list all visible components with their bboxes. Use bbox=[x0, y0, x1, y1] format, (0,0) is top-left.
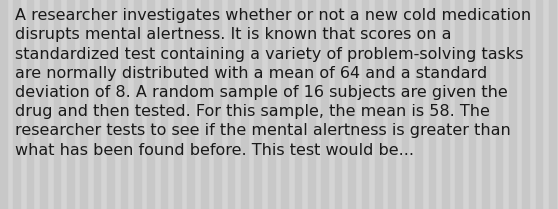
Bar bbox=[509, 0, 516, 209]
Bar bbox=[308, 0, 315, 209]
Bar bbox=[0, 0, 7, 209]
Bar bbox=[228, 0, 234, 209]
Bar bbox=[375, 0, 382, 209]
Bar bbox=[80, 0, 87, 209]
Bar bbox=[134, 0, 141, 209]
Bar bbox=[335, 0, 341, 209]
Bar bbox=[268, 0, 275, 209]
Bar bbox=[469, 0, 475, 209]
Bar bbox=[549, 0, 556, 209]
Bar bbox=[388, 0, 395, 209]
Bar bbox=[295, 0, 301, 209]
Bar bbox=[174, 0, 181, 209]
Bar bbox=[496, 0, 502, 209]
Bar bbox=[13, 0, 20, 209]
Bar bbox=[402, 0, 408, 209]
Bar bbox=[27, 0, 33, 209]
Bar bbox=[348, 0, 355, 209]
Bar bbox=[201, 0, 208, 209]
Bar bbox=[241, 0, 248, 209]
Bar bbox=[415, 0, 422, 209]
Bar bbox=[482, 0, 489, 209]
Bar bbox=[94, 0, 100, 209]
Bar bbox=[536, 0, 542, 209]
Bar bbox=[362, 0, 368, 209]
Bar bbox=[121, 0, 127, 209]
Bar bbox=[54, 0, 60, 209]
Bar bbox=[429, 0, 435, 209]
Bar bbox=[40, 0, 47, 209]
Bar bbox=[321, 0, 328, 209]
Bar bbox=[281, 0, 288, 209]
Bar bbox=[455, 0, 462, 209]
Bar bbox=[522, 0, 529, 209]
Bar bbox=[147, 0, 154, 209]
Text: A researcher investigates whether or not a new cold medication
disrupts mental a: A researcher investigates whether or not… bbox=[16, 8, 532, 158]
Bar bbox=[67, 0, 74, 209]
Bar bbox=[161, 0, 167, 209]
Bar bbox=[214, 0, 221, 209]
Bar bbox=[442, 0, 449, 209]
Bar bbox=[107, 0, 114, 209]
Bar bbox=[254, 0, 261, 209]
Bar bbox=[187, 0, 194, 209]
